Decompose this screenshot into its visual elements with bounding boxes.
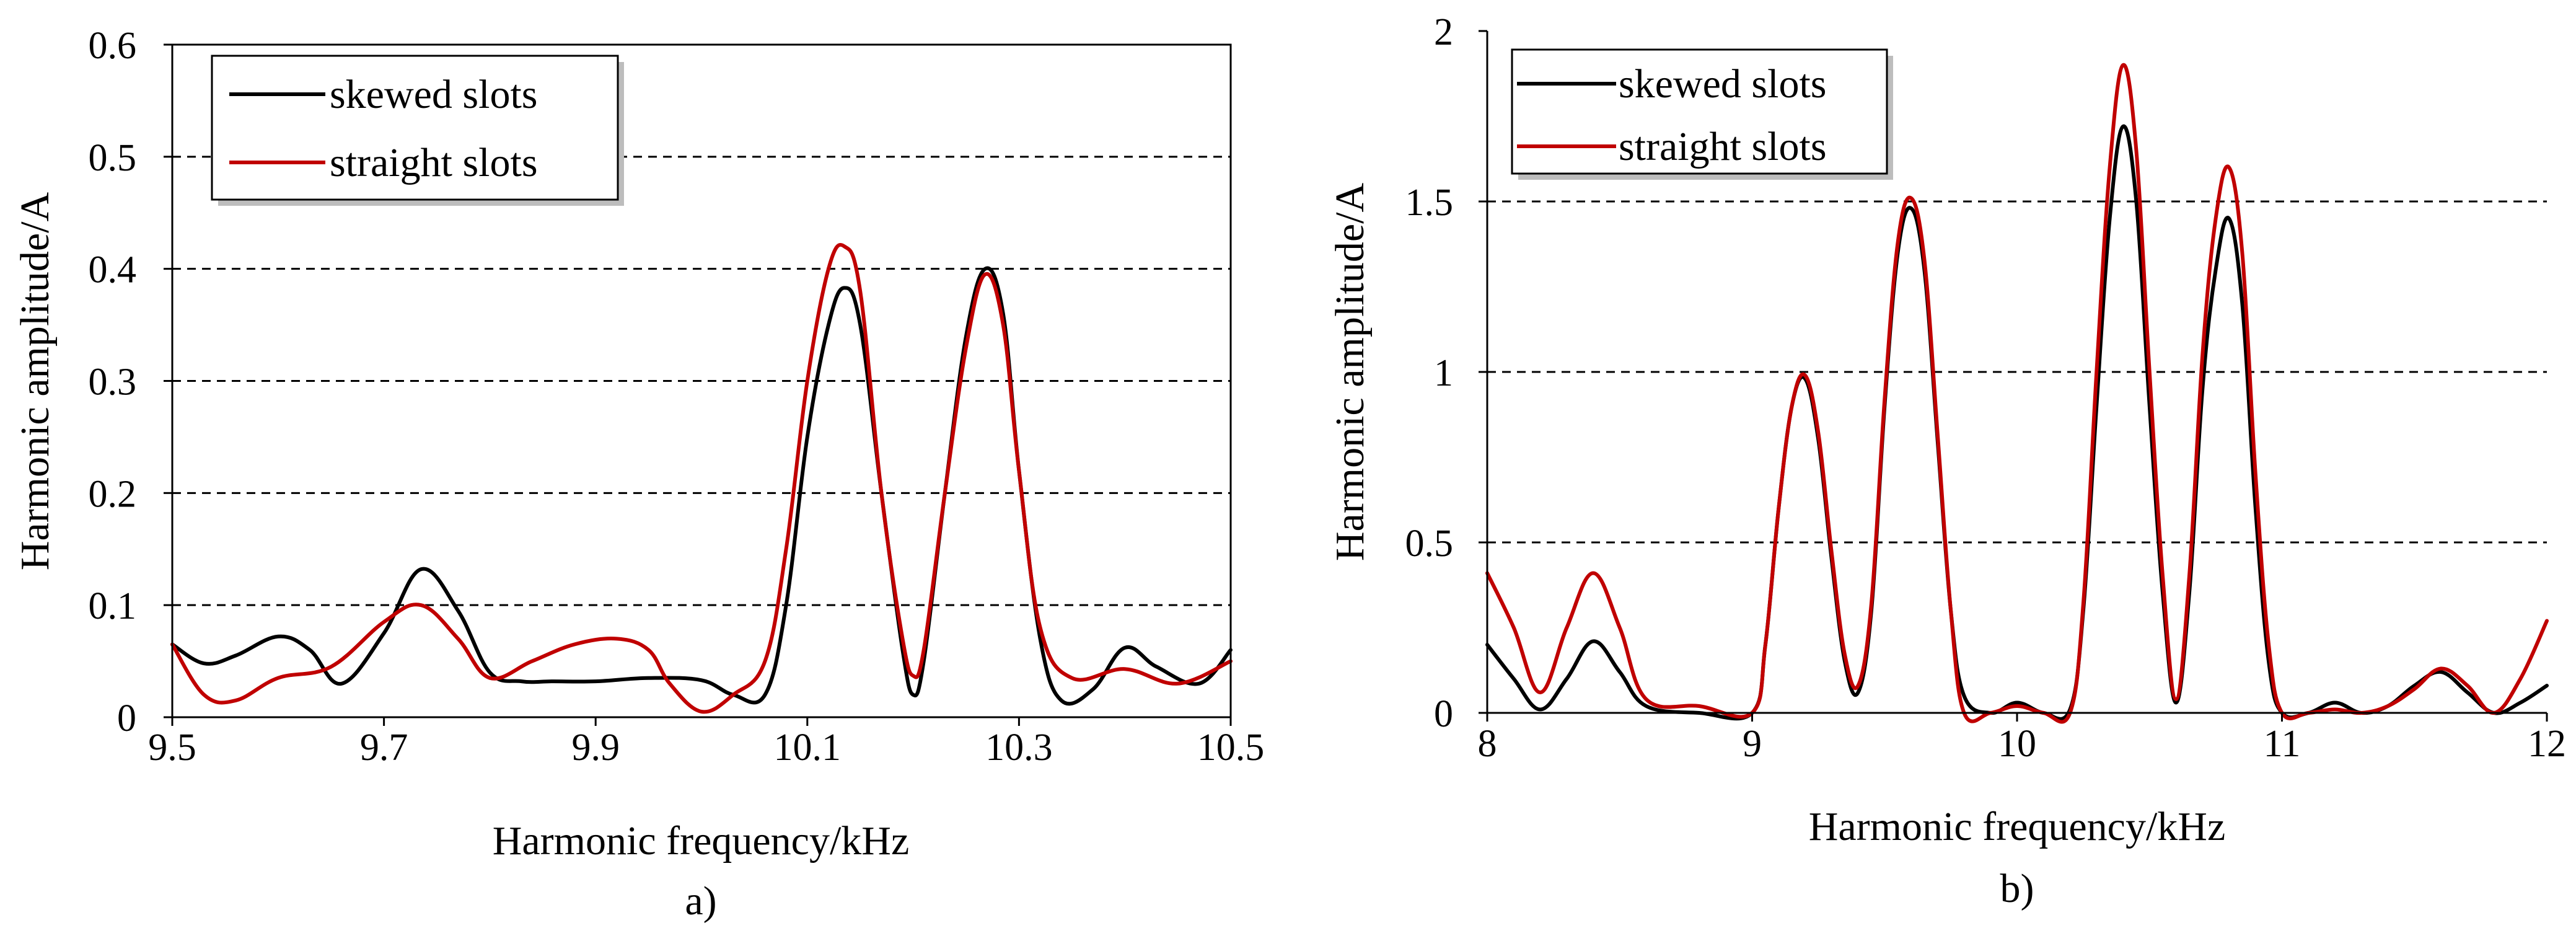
chart-b-y-ticks: 0 0.5 1 1.5 2 xyxy=(1405,11,1487,735)
chart-a-x-tick-label: 9.9 xyxy=(571,727,620,769)
chart-a-x-ticks: 9.5 9.7 9.9 10.1 10.3 10.5 xyxy=(148,717,1264,769)
chart-b-y-axis-title: Harmonic amplitude/A xyxy=(1327,182,1373,561)
chart-a-y-ticks: 0 0.1 0.2 0.3 0.4 0.5 0.6 xyxy=(89,25,172,740)
chart-b-x-tick-label: 8 xyxy=(1478,723,1497,765)
chart-a-panel-label: a) xyxy=(685,878,716,924)
chart-b-x-tick-label: 11 xyxy=(2264,723,2301,765)
chart-a-plot-area xyxy=(170,242,1233,714)
chart-a-y-tick-label: 0.3 xyxy=(89,361,137,404)
chart-b-y-tick-label: 1.5 xyxy=(1405,182,1454,224)
chart-b-legend-label-straight: straight slots xyxy=(1619,124,1827,169)
chart-b-panel-label: b) xyxy=(2000,866,2034,911)
chart-a-series-straight-slots xyxy=(170,242,1233,714)
chart-a-x-tick-label: 9.7 xyxy=(360,727,408,769)
chart-a-y-tick-label: 0.6 xyxy=(89,25,137,67)
chart-a-legend-label-skewed: skewed slots xyxy=(330,72,537,117)
chart-b-legend: skewed slots straight slots xyxy=(1511,48,1893,180)
chart-b-y-tick-label: 2 xyxy=(1434,11,1453,53)
chart-b-x-tick-label: 9 xyxy=(1743,723,1762,765)
chart-a-legend-label-straight: straight slots xyxy=(330,140,538,185)
chart-b-grid xyxy=(1487,200,2547,544)
chart-b: 00.511.52 8 9 10 11 12 Harmonic amplitude/A … xyxy=(1327,11,2566,911)
chart-b-y-tick-label: 0 xyxy=(1434,693,1453,735)
chart-a-legend: skewed slots straight slots xyxy=(211,55,624,206)
chart-a-y-tick-label: 0 xyxy=(117,697,136,740)
chart-b-series-skewed-slots xyxy=(1485,124,2549,721)
chart-a-legend-box xyxy=(211,55,619,201)
chart-a-y-tick-label: 0.4 xyxy=(89,249,137,291)
chart-a: 0 0.1 0.2 0.3 0.4 0.5 0.6 9.5 9.7 9.9 10.1 10.3 10.… xyxy=(12,25,1264,924)
chart-a-y-tick-label: 0.5 xyxy=(89,137,137,179)
chart-a-x-tick-label: 10.1 xyxy=(774,727,842,769)
chart-b-x-axis-title: Harmonic frequency/kHz xyxy=(1809,804,2226,849)
chart-b-x-tick-label: 12 xyxy=(2528,723,2566,765)
chart-b-x-tick-label: 10 xyxy=(1998,723,2036,765)
chart-a-x-tick-label: 10.3 xyxy=(985,727,1053,769)
chart-a-series-skewed-slots xyxy=(170,266,1233,706)
chart-a-y-tick-label: 0.2 xyxy=(89,473,137,515)
chart-b-x-ticks: 8 9 10 11 12 xyxy=(1478,713,2566,765)
chart-b-y-tick-label: 0.5 xyxy=(1405,523,1454,565)
chart-a-x-tick-label: 9.5 xyxy=(148,727,196,769)
chart-a-x-axis-title: Harmonic frequency/kHz xyxy=(493,818,910,864)
chart-b-y-tick-label: 1 xyxy=(1434,352,1453,394)
chart-a-grid xyxy=(172,156,1231,606)
chart-b-legend-label-skewed: skewed slots xyxy=(1619,61,1826,107)
chart-b-legend-box xyxy=(1511,48,1888,175)
chart-a-y-tick-label: 0.1 xyxy=(89,585,137,627)
chart-a-y-axis-title: Harmonic amplitude/A xyxy=(12,192,58,570)
chart-a-x-tick-label: 10.5 xyxy=(1197,727,1265,769)
